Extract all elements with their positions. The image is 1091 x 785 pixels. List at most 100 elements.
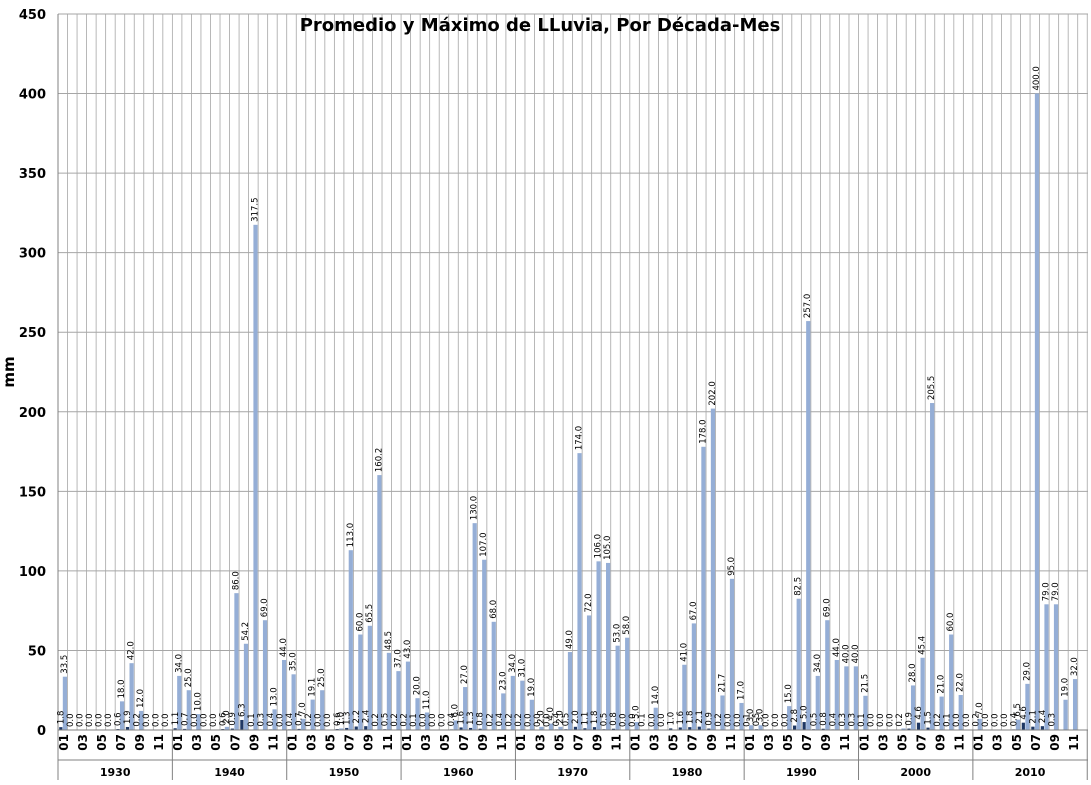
avg-data-label: 0.6 — [218, 713, 228, 727]
avg-data-label: 0.4 — [285, 713, 295, 727]
max-data-label: 178.0 — [698, 419, 708, 443]
max-bar — [1053, 604, 1059, 730]
max-data-label: 400.0 — [1032, 66, 1042, 90]
avg-bar — [478, 728, 482, 730]
month-tick-label: 09 — [934, 734, 948, 751]
month-tick-label: 07 — [343, 734, 357, 751]
month-tick-label: 05 — [667, 734, 681, 751]
avg-data-label: 2.2 — [352, 710, 362, 724]
avg-data-label: 1.8 — [56, 711, 66, 725]
max-data-label: 69.0 — [822, 598, 832, 617]
max-data-label: 7.0 — [975, 702, 985, 716]
avg-data-label: 0.0 — [314, 713, 324, 727]
max-bar — [62, 676, 67, 730]
avg-data-label: 0.7 — [295, 712, 305, 726]
bars — [59, 93, 1078, 731]
avg-data-label: 0.2 — [714, 713, 724, 727]
avg-data-label: 0.0 — [990, 713, 1000, 727]
avg-data-label: 0.5 — [600, 713, 610, 727]
max-bar — [1044, 604, 1049, 730]
avg-data-label: 2.1 — [1028, 710, 1038, 724]
max-bar — [291, 674, 296, 730]
month-tick-label: 01 — [57, 734, 71, 751]
max-data-label: 11.0 — [422, 691, 432, 710]
max-data-label: 72.0 — [584, 594, 594, 613]
max-data-label: 6.0 — [451, 704, 461, 718]
max-data-label: 22.0 — [956, 673, 966, 692]
max-bar — [482, 559, 487, 730]
avg-bar — [592, 727, 597, 730]
max-bar — [253, 224, 258, 731]
avg-data-label: 0.6 — [114, 713, 124, 727]
avg-data-label: 0.0 — [771, 713, 781, 727]
avg-data-label: 0.0 — [419, 713, 429, 727]
max-data-label: 28.0 — [908, 664, 918, 683]
decade-label: 1990 — [786, 766, 817, 779]
avg-data-label: 0.2 — [371, 713, 381, 727]
max-bar — [129, 663, 134, 730]
avg-bar — [926, 727, 930, 730]
month-tick-label: 11 — [152, 734, 166, 751]
month-tick-label: 03 — [762, 734, 776, 751]
month-tick-label: 03 — [419, 734, 433, 751]
max-bar — [625, 637, 630, 730]
avg-data-label: 0.1 — [247, 713, 257, 727]
max-data-label: 13.0 — [270, 687, 280, 706]
max-bar — [320, 690, 325, 730]
max-data-label: 49.0 — [565, 630, 575, 649]
avg-data-label: 0.0 — [619, 713, 629, 727]
avg-data-label: 1.8 — [685, 711, 695, 725]
avg-data-label: 0.5 — [561, 713, 571, 727]
avg-data-label: 1.9 — [123, 710, 133, 724]
avg-bar — [611, 728, 616, 730]
max-bar — [281, 659, 287, 730]
max-data-label: 60.0 — [946, 613, 956, 632]
avg-data-label: 0.0 — [533, 713, 543, 727]
month-tick-label: 01 — [400, 734, 414, 751]
month-tick-label: 07 — [800, 734, 814, 751]
y-tick-label: 150 — [19, 485, 46, 500]
max-data-label: 67.0 — [689, 601, 699, 620]
max-bar — [405, 661, 411, 730]
month-tick-label: 07 — [686, 734, 700, 751]
avg-data-label: 0.4 — [1009, 713, 1019, 727]
y-tick-label: 250 — [19, 326, 46, 341]
avg-data-label: 1.5 — [924, 711, 934, 725]
max-bar — [853, 666, 858, 730]
avg-data-label: 0.0 — [724, 713, 734, 727]
avg-data-label: 1.6 — [676, 711, 686, 725]
month-tick-label: 07 — [571, 734, 585, 751]
y-tick-label: 400 — [19, 88, 46, 103]
avg-data-label: 0.0 — [142, 713, 152, 727]
avg-data-label: 4.6 — [1019, 706, 1029, 720]
month-tick-label: 03 — [305, 734, 319, 751]
max-bar — [196, 714, 201, 730]
max-bar — [1063, 699, 1068, 730]
avg-data-label: 0.2 — [933, 713, 943, 727]
max-bar — [958, 694, 963, 730]
max-data-label: 37.0 — [393, 649, 403, 668]
month-tick-label: 05 — [438, 734, 452, 751]
decade-label: 1950 — [329, 766, 360, 779]
max-bar — [119, 701, 125, 730]
avg-data-label: 1.3 — [342, 711, 352, 725]
month-tick-label: 07 — [1029, 734, 1043, 751]
max-bar — [396, 671, 401, 730]
max-data-label: 40.0 — [851, 644, 861, 663]
avg-data-label: 0.0 — [95, 713, 105, 727]
month-tick-label: 03 — [190, 734, 204, 751]
max-bar — [510, 675, 515, 730]
max-bar — [243, 643, 249, 730]
max-bar — [710, 408, 716, 730]
max-data-label: 65.5 — [365, 604, 375, 623]
avg-data-label: 2.4 — [361, 710, 371, 724]
avg-bar — [573, 726, 578, 730]
avg-data-label: 0.9 — [228, 712, 238, 726]
max-bar — [186, 690, 191, 730]
month-tick-label: 07 — [457, 734, 471, 751]
y-tick-label: 0 — [37, 724, 46, 739]
month-tick-label: 11 — [266, 734, 280, 751]
month-tick-label: 11 — [1067, 734, 1081, 751]
max-bar — [939, 696, 944, 730]
